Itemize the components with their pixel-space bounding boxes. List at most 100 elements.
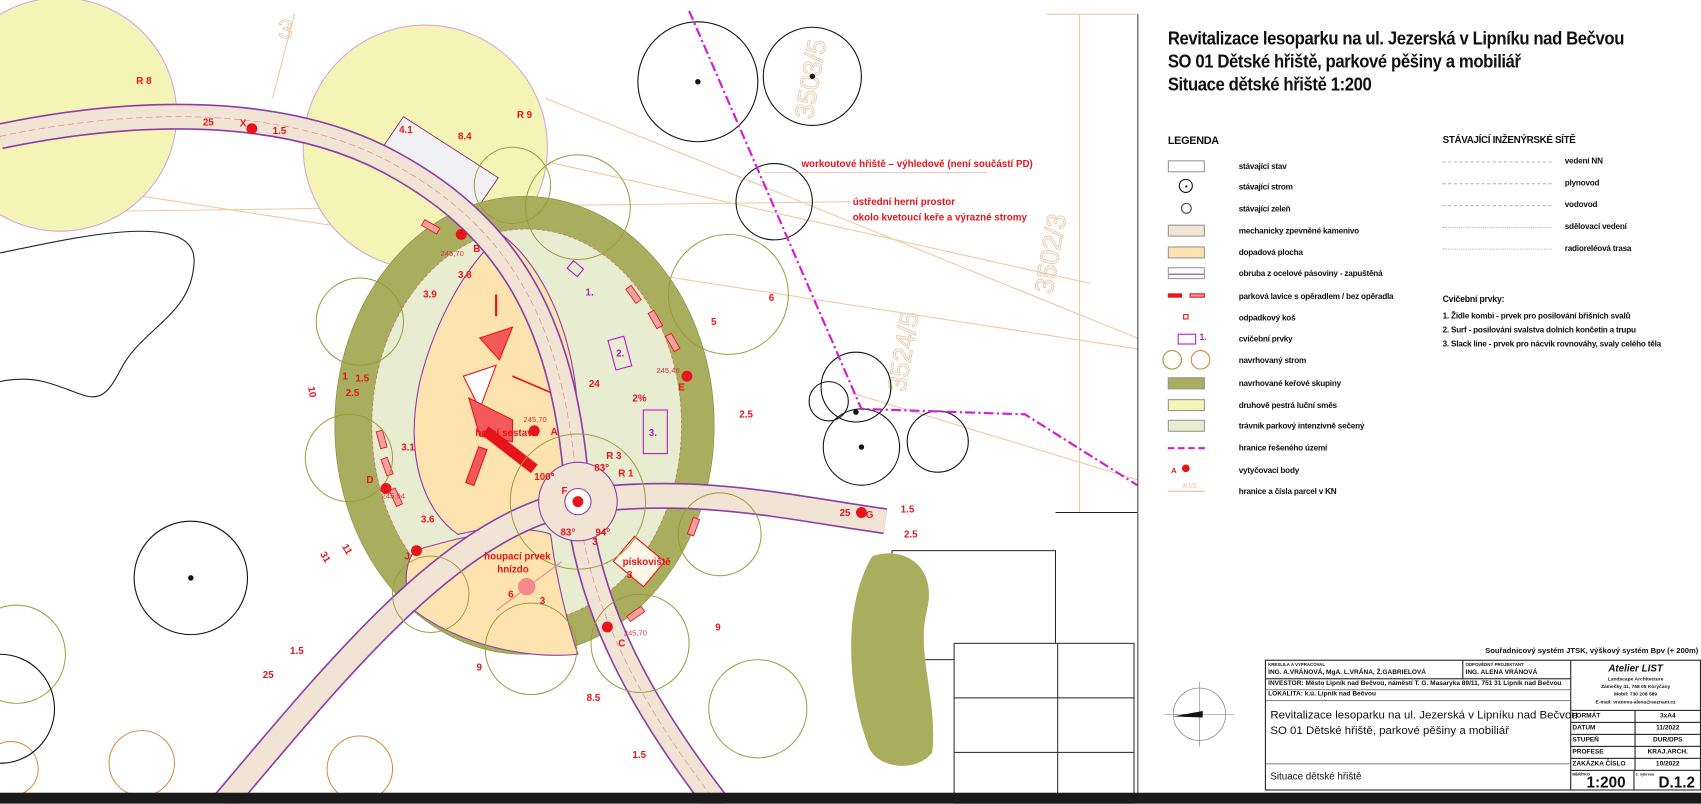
studio-subtitle: Landscape Architecture xyxy=(1607,676,1664,682)
dimension-label: 3.8 xyxy=(458,270,472,281)
dimension-label: 1.5 xyxy=(273,126,287,137)
elevation-label: 245,70 xyxy=(523,415,546,424)
network-item: vedení NN xyxy=(1442,155,1694,169)
dimension-label: 4.1 xyxy=(399,125,413,136)
scale-label: MĚŘÍTKO xyxy=(1572,772,1590,777)
parcel-number: 3502/3 xyxy=(1029,211,1072,295)
elevation-label: 245,94 xyxy=(382,491,406,500)
exercise-element-1 xyxy=(566,259,585,278)
dimension-label: 25 xyxy=(203,117,214,128)
angle-label: 100° xyxy=(534,472,554,483)
dimension-label: 31 xyxy=(317,550,332,565)
network-line-icon xyxy=(1442,183,1552,185)
studio-email: E-mail: vranova-alena@seznam.cz xyxy=(1595,698,1676,705)
dimension-label: 2.5 xyxy=(739,410,753,421)
existing-greenery-outline xyxy=(0,230,195,398)
dimension-label: 1.5 xyxy=(355,374,369,385)
title-block-row: ZAKÁZKA ČÍSLO 10/2022 xyxy=(1571,758,1700,771)
drawing-title: Revitalizace lesoparku na ul. Jezerská v… xyxy=(1167,27,1625,96)
dimension-label: 8.4 xyxy=(458,132,472,143)
responsible-designer: ING. ALENA VRÁNOVÁ xyxy=(1465,669,1538,677)
legend-item: odpadkový koš xyxy=(1138,312,1422,327)
existing-buildings xyxy=(891,511,1138,804)
radius-label: R 3 xyxy=(606,451,622,462)
legend-item: navrhované keřové skupiny xyxy=(1138,377,1422,392)
network-line-icon xyxy=(1442,204,1552,207)
site-boundary xyxy=(688,10,1138,487)
block-title-1: Revitalizace lesoparku na ul. Jezerská v… xyxy=(1270,708,1578,722)
dimension-label: 3.1 xyxy=(401,442,415,453)
legend-label: stávající strom xyxy=(1238,182,1293,192)
legend-item: druhově pestrá luční směs xyxy=(1138,399,1422,414)
block-title-2: SO 01 Dětské hřiště, parkové pěšiny a mo… xyxy=(1270,724,1509,738)
studio-address: Zámečky 41, 768 05 Koryčany xyxy=(1600,683,1671,690)
swing-label: hnízdo xyxy=(497,564,529,575)
dimension-label: 3 xyxy=(592,537,598,548)
legend-item: stávající strom xyxy=(1138,178,1422,196)
elevation-label: 245,70 xyxy=(441,249,464,258)
exercise-label: 1. xyxy=(586,287,594,298)
dimension-label: 6 xyxy=(769,293,775,304)
legend-label: druhově pestrá luční směs xyxy=(1238,400,1337,410)
exercise-element-2 xyxy=(607,335,633,371)
dimension-label: 1.5 xyxy=(901,504,915,515)
legend-item: navrhovaný strom xyxy=(1138,350,1422,370)
survey-point-label: G xyxy=(866,510,874,521)
row-key: DATUM xyxy=(1572,725,1596,732)
row-key: PROFESE xyxy=(1572,749,1604,756)
survey-point-label: F xyxy=(562,486,568,497)
row-value: KRAJ.ARCH. xyxy=(1634,746,1700,759)
block-title-3: Situace dětské hřiště xyxy=(1266,764,1572,790)
network-label: sdělovací vedení xyxy=(1564,221,1627,232)
proposed-trees xyxy=(0,146,808,759)
survey-point-label: A xyxy=(551,427,558,438)
title-block-row: PROFESE KRAJ.ARCH. xyxy=(1571,746,1700,759)
survey-points xyxy=(246,123,867,633)
legend-panel: Revitalizace lesoparku na ul. Jezerská v… xyxy=(1137,14,1701,793)
survey-point-label: D xyxy=(366,475,373,486)
network-label: vodovod xyxy=(1564,199,1598,210)
dimension-label: 2.5 xyxy=(904,530,918,541)
legend-label: parková lavice s opěradlem / bez opěradl… xyxy=(1238,291,1394,301)
legend-item: stávající zeleň xyxy=(1138,202,1422,218)
studio-name: Atelier LIST xyxy=(1608,662,1663,674)
sheet-number: D.1.2 xyxy=(1658,773,1695,791)
dimension-label: 25 xyxy=(263,670,274,681)
row-value: DUR/DPS xyxy=(1634,734,1700,747)
sheet-number-label: č. výkresu xyxy=(1635,772,1655,777)
legend-item: hranice řešeného území xyxy=(1138,442,1422,457)
title-block-row: STUPEŇ DUR/DPS xyxy=(1571,734,1700,747)
dimension-label: 3 xyxy=(540,596,546,607)
network-line-icon xyxy=(1442,248,1552,250)
network-label: radioreléová trasa xyxy=(1564,243,1632,253)
elevation-label: 245,70 xyxy=(624,629,647,638)
row-key: FORMÁT xyxy=(1572,713,1601,720)
row-key: ZAKÁZKA ČÍSLO xyxy=(1572,761,1626,768)
responsible-label: ODPOVĚDNÝ PROJEKTANT xyxy=(1465,661,1524,668)
swing-nest xyxy=(495,561,562,612)
drawn-label: KRESLILA A VYPRACOVAL xyxy=(1268,661,1326,668)
dimension-label: 6 xyxy=(508,590,514,601)
object-title: SO 01 Dětské hřiště, parkové pěšiny a mo… xyxy=(1167,51,1521,72)
elevation-label: 245,46 xyxy=(656,366,679,375)
proposed-trees-orange xyxy=(0,730,394,802)
legend-marker: 3/1/2 xyxy=(1181,483,1197,490)
shrub-group xyxy=(851,553,934,766)
exercise-item: 1. Židle kombi - prvek pro posilování bř… xyxy=(1442,310,1631,321)
legend-title: LEGENDA xyxy=(1167,135,1219,148)
legend-label: navrhované keřové skupiny xyxy=(1238,378,1341,389)
network-label: plynovod xyxy=(1564,177,1600,188)
network-label: vedení NN xyxy=(1564,155,1603,166)
title-block-row: FORMÁT 3xA4 xyxy=(1571,710,1700,723)
coordinate-system-note: Souřadnicový systém JTSK, výškový systém… xyxy=(1485,647,1699,656)
legend-item: trávník parkový intenzivně sečený xyxy=(1138,419,1422,435)
legend-label: hranice řešeného území xyxy=(1238,442,1328,453)
legend-label: stávající stav xyxy=(1238,161,1287,172)
locality: LOKALITA: k.ú. Lipník nad Bečvou xyxy=(1265,690,1572,702)
scale-value: 1:200 xyxy=(1586,773,1626,791)
exercise-label: 2. xyxy=(616,349,624,360)
studio-phone: Mobil: 730 208 589 xyxy=(1614,691,1658,697)
dimension-label: 3.6 xyxy=(421,514,435,525)
row-value: 3xA4 xyxy=(1634,710,1700,723)
